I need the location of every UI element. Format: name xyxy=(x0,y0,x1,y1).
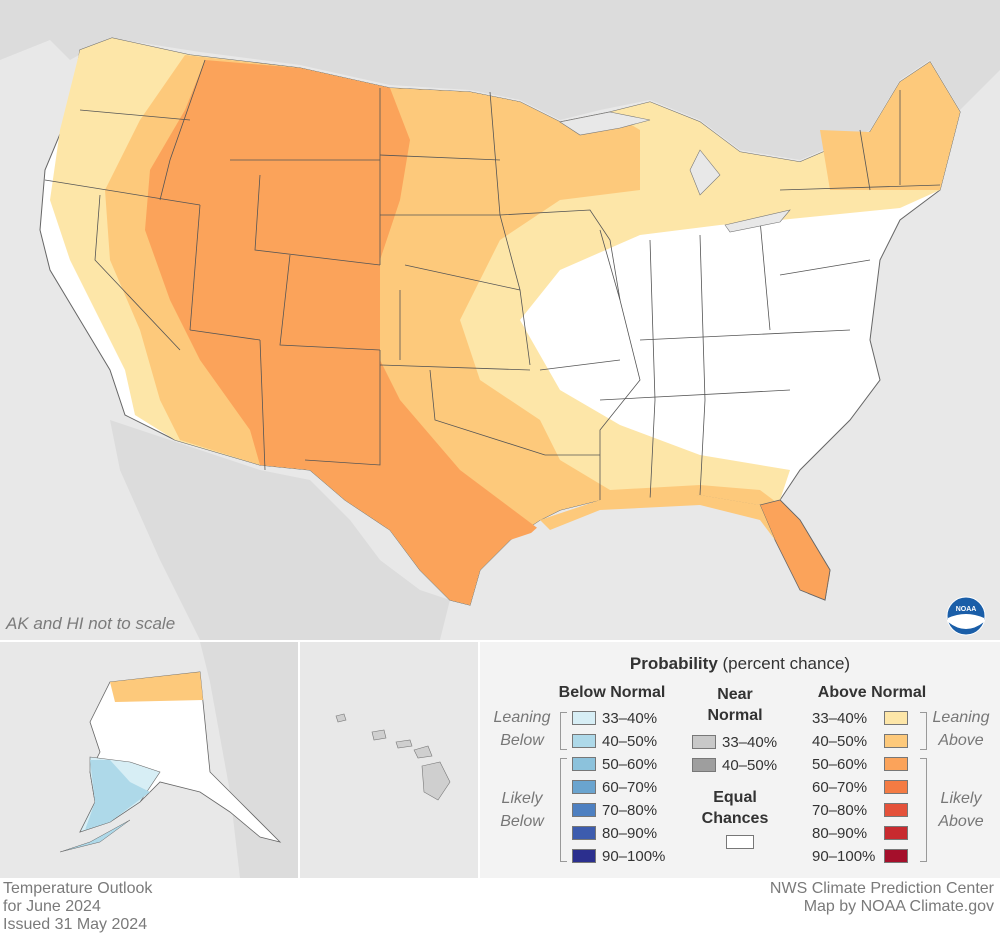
below-normal-item: 40–50% xyxy=(572,732,657,750)
below-normal-swatch xyxy=(572,734,596,748)
above-normal-item: 40–50% xyxy=(812,732,908,750)
above-normal-item: 80–90% xyxy=(812,824,908,842)
above-normal-swatch xyxy=(884,780,908,794)
below-normal-item: 90–100% xyxy=(572,847,665,865)
contiguous-us-map xyxy=(0,0,1000,640)
below-normal-item: 70–80% xyxy=(572,801,657,819)
above-normal-label: 40–50% xyxy=(812,732,868,750)
above-normal-label: 50–60% xyxy=(812,755,868,773)
above-normal-item: 90–100% xyxy=(812,847,908,865)
likely-above-label: Likely Above xyxy=(938,790,984,830)
near-normal-item: 33–40% xyxy=(692,733,777,751)
credit-climate-gov: Map by NOAA Climate.gov xyxy=(803,898,994,915)
below-normal-swatch xyxy=(572,849,596,863)
above-normal-item: 50–60% xyxy=(812,755,908,773)
noaa-logo: NOAA xyxy=(946,596,986,636)
below-normal-item: 50–60% xyxy=(572,755,657,773)
above-normal-label: 90–100% xyxy=(812,847,876,865)
near-normal-item: 40–50% xyxy=(692,756,777,774)
above-normal-swatch xyxy=(884,803,908,817)
hawaii-inset xyxy=(300,642,478,878)
credits: NWS Climate Prediction Center Map by NOA… xyxy=(770,880,994,916)
near-normal-heading: Near Normal xyxy=(707,686,763,724)
below-normal-label: 60–70% xyxy=(602,778,658,796)
near-normal-swatch xyxy=(692,735,716,749)
below-normal-label: 50–60% xyxy=(602,755,658,773)
equal-chances-heading: Equal Chances xyxy=(701,789,769,827)
leaning-above-label: Leaning Above xyxy=(932,709,990,749)
above-normal-item: 70–80% xyxy=(812,801,908,819)
below-normal-heading: Below Normal xyxy=(558,684,666,701)
above-normal-item: 60–70% xyxy=(812,778,908,796)
above-normal-heading: Above Normal xyxy=(817,684,927,701)
below-normal-label: 90–100% xyxy=(602,847,666,865)
below-normal-label: 33–40% xyxy=(602,709,658,727)
above-normal-swatch xyxy=(884,757,908,771)
near-normal-label: 33–40% xyxy=(722,733,778,751)
above-normal-label: 60–70% xyxy=(812,778,868,796)
scale-note: AK and HI not to scale xyxy=(6,614,176,633)
caption-period: for June 2024 xyxy=(3,898,101,915)
below-normal-swatch xyxy=(572,803,596,817)
below-normal-swatch xyxy=(572,780,596,794)
below-normal-item: 33–40% xyxy=(572,709,657,727)
caption-title: Temperature Outlook xyxy=(3,880,153,897)
above-normal-swatch xyxy=(884,826,908,840)
below-normal-label: 40–50% xyxy=(602,732,658,750)
above-normal-label: 70–80% xyxy=(812,801,868,819)
likely-below-label: Likely Below xyxy=(500,790,544,830)
below-normal-swatch xyxy=(572,711,596,725)
near-normal-swatch xyxy=(692,758,716,772)
below-normal-swatch xyxy=(572,757,596,771)
above-normal-swatch xyxy=(884,711,908,725)
below-normal-label: 70–80% xyxy=(602,801,658,819)
alaska-inset xyxy=(0,642,298,878)
near-normal-label: 40–50% xyxy=(722,756,778,774)
above-normal-item: 33–40% xyxy=(812,709,908,727)
legend-title: Probability (percent chance) xyxy=(629,654,851,673)
caption-issued: Issued 31 May 2024 xyxy=(3,916,148,933)
below-normal-swatch xyxy=(572,826,596,840)
below-normal-label: 80–90% xyxy=(602,824,658,842)
below-normal-item: 60–70% xyxy=(572,778,657,796)
leaning-below-label: Leaning Below xyxy=(493,709,551,749)
above-normal-swatch xyxy=(884,849,908,863)
credit-cpc: NWS Climate Prediction Center xyxy=(769,880,994,897)
legend-panel: Probability (percent chance) Below Norma… xyxy=(480,642,1000,878)
noaa-logo-text: NOAA xyxy=(956,606,977,613)
above-normal-swatch xyxy=(884,734,908,748)
below-normal-item: 80–90% xyxy=(572,824,657,842)
above-normal-label: 80–90% xyxy=(812,824,868,842)
outlook-caption: Temperature Outlook for June 2024 Issued… xyxy=(3,880,152,934)
equal-chances-swatch xyxy=(726,835,754,849)
above-normal-label: 33–40% xyxy=(812,709,868,727)
